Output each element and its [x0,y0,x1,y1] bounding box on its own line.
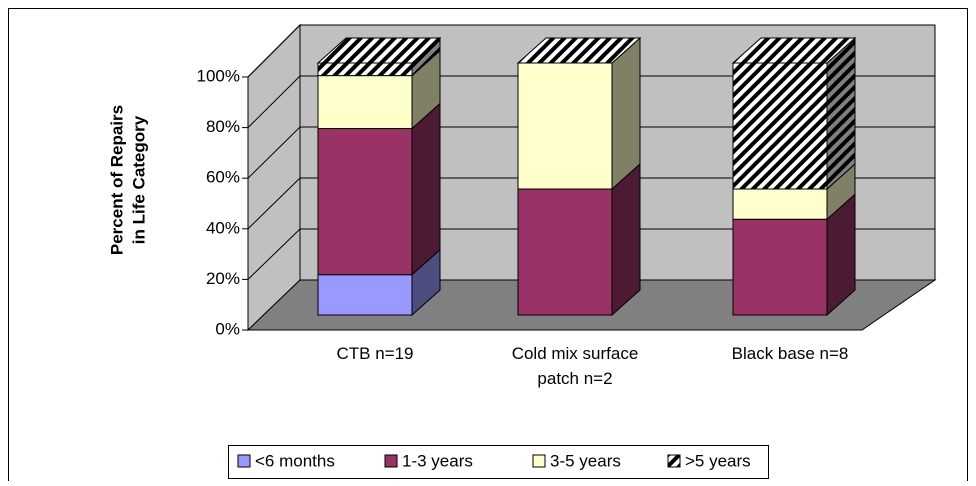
y-tick-label: 60% [206,168,240,187]
side-wall [247,23,301,332]
x-tick-label: Cold mix surface patch n=2 [512,344,639,388]
bar-side [826,36,856,191]
y-tick-label: 40% [206,218,240,237]
legend-swatch [532,454,546,468]
y-axis-title: Percent of Repairs [107,105,126,255]
legend-label: >5 years [685,451,751,470]
bar-front [317,62,413,77]
legend-swatch [237,454,251,468]
bar-front [317,128,413,276]
bar-top [516,37,642,64]
bar-segment [317,36,441,77]
bar-segment [317,102,441,276]
bar-front [517,62,613,190]
bar-front [732,62,828,190]
grid-line [247,228,301,280]
bar-segment [732,36,856,191]
bar-front [517,188,613,316]
legend-swatch [667,454,681,468]
bar-front [732,218,828,316]
legend-swatch [384,454,398,468]
bar-segment [317,49,441,130]
bar-segment [517,36,641,191]
x-tick-label: Black base n=8 [732,344,849,363]
bar-top [316,37,442,64]
legend-label: 1-3 years [402,451,473,470]
y-tick-label: 20% [206,269,240,288]
bar-side [611,162,641,317]
bar-front [317,274,413,316]
legend-label: 3-5 years [550,451,621,470]
y-axis-title: in Life Category [129,115,148,244]
bar-segment [517,162,641,317]
bar-segment [732,162,856,221]
grid-line [247,24,301,78]
x-tick-label: CTB n=19 [336,344,413,363]
bar-side [411,102,441,276]
grid-line [247,75,301,128]
bar-front [317,75,413,130]
bar-side [611,36,641,191]
y-tick-label: 0% [215,319,240,338]
legend-label: <6 months [255,451,335,470]
y-tick-label: 100% [197,66,240,85]
grid-line [247,177,301,230]
grid-line [247,126,301,179]
bar-segment [732,193,856,317]
bar-segment [317,248,441,317]
bar-front [732,188,828,220]
bar-top [731,37,857,64]
y-tick-label: 80% [206,117,240,136]
